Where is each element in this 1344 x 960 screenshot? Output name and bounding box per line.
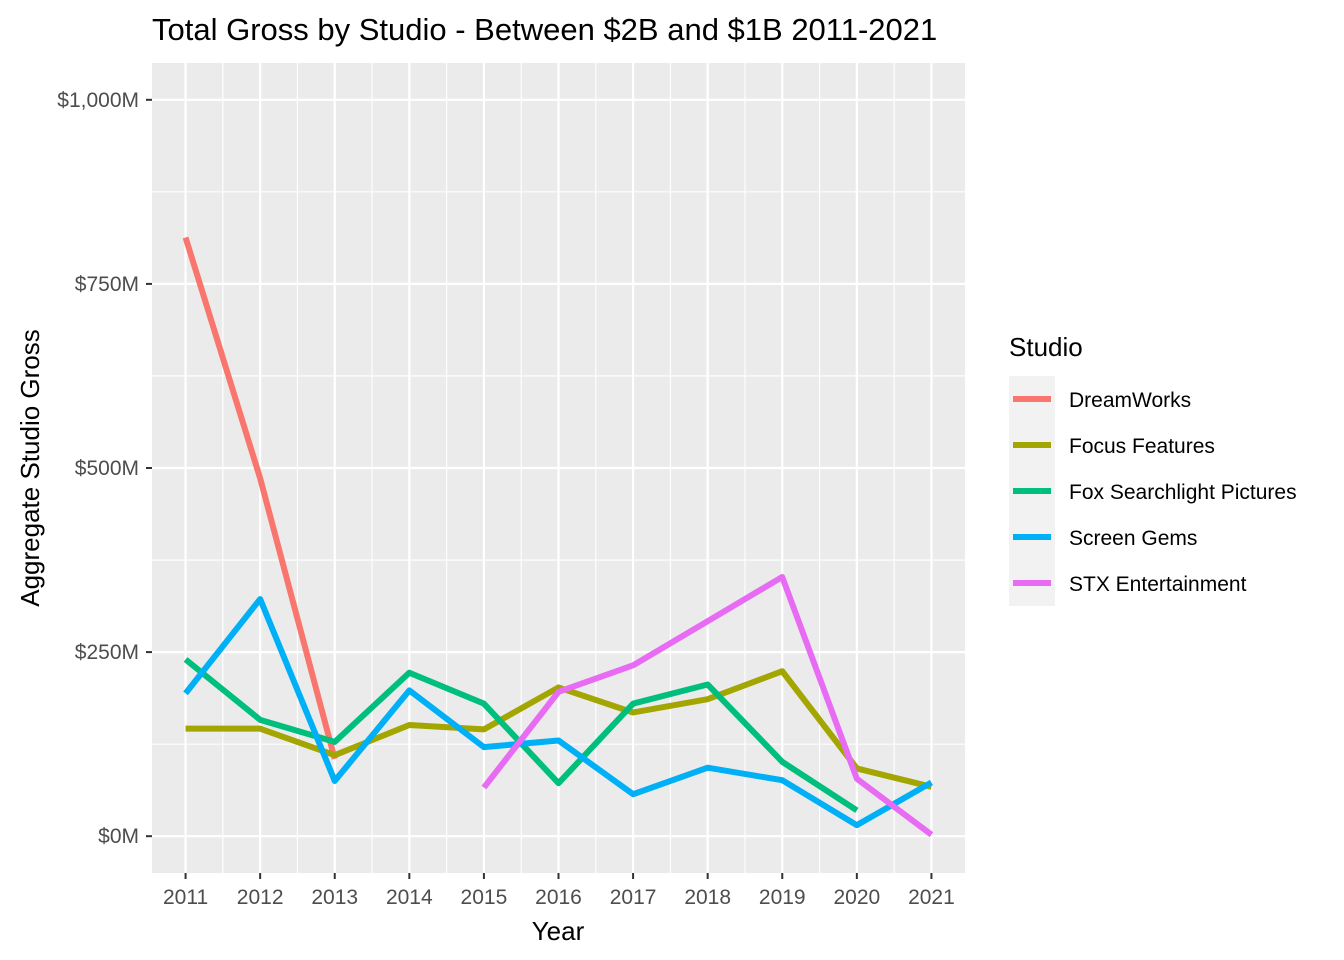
x-tick-label: 2017 xyxy=(610,886,657,909)
legend-item: Focus Features xyxy=(1009,422,1215,468)
series-line-dreamworks xyxy=(182,236,338,760)
y-tick-label: $750M xyxy=(75,273,139,296)
y-tick-label: $1,000M xyxy=(57,89,139,112)
x-tick-label: 2021 xyxy=(908,886,955,909)
legend-title: Studio xyxy=(1009,332,1083,362)
legend-item: DreamWorks xyxy=(1009,376,1191,422)
legend-item: Screen Gems xyxy=(1009,514,1197,560)
x-tick-label: 2011 xyxy=(163,886,208,909)
x-tick-label: 2018 xyxy=(684,886,731,909)
legend-label: Fox Searchlight Pictures xyxy=(1069,481,1297,504)
x-tick-label: 2012 xyxy=(237,886,284,909)
legend-label: DreamWorks xyxy=(1069,389,1191,412)
legend-item: STX Entertainment xyxy=(1009,560,1247,606)
x-tick-label: 2015 xyxy=(461,886,508,909)
x-tick-label: 2016 xyxy=(535,886,582,909)
y-tick-label: $500M xyxy=(75,457,139,480)
x-axis-title: Year xyxy=(532,916,585,946)
legend-label: STX Entertainment xyxy=(1069,573,1247,596)
series-lines xyxy=(182,236,934,838)
legend-item: Fox Searchlight Pictures xyxy=(1009,468,1297,514)
y-tick-label: $250M xyxy=(75,641,139,664)
series-line-screen-gems xyxy=(183,596,933,829)
x-tick-label: 2019 xyxy=(759,886,806,909)
x-axis: 2011 2012 2013 2014 2015 2016 2017 2018 2019 2020… xyxy=(163,873,955,909)
chart-title: Total Gross by Studio - Between $2B and … xyxy=(152,12,937,47)
y-axis-title: Aggregate Studio Gross xyxy=(15,329,45,607)
y-tick-label: $0M xyxy=(98,825,139,848)
series-line-stx-entertainment xyxy=(481,573,934,838)
x-tick-label: 2013 xyxy=(311,886,358,909)
legend-label: Focus Features xyxy=(1069,435,1215,458)
legend-items: DreamWorks Focus Features Fox Searchlight … xyxy=(1009,376,1297,606)
x-tick-label: 2020 xyxy=(833,886,880,909)
legend: Studio DreamWorks Focus Features Fox Searc… xyxy=(1009,332,1297,606)
y-axis: $0M $250M $500M $750M $1,000M xyxy=(57,89,152,848)
x-tick-label: 2014 xyxy=(386,886,433,909)
series-line-focus-features xyxy=(185,668,933,790)
legend-label: Screen Gems xyxy=(1069,527,1197,550)
